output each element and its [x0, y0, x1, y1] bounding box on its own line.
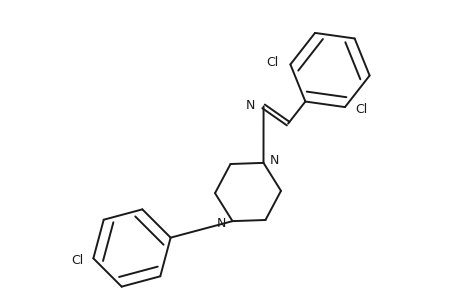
Text: N: N — [269, 154, 278, 167]
Text: Cl: Cl — [71, 254, 83, 267]
Text: Cl: Cl — [266, 56, 278, 69]
Text: N: N — [217, 217, 226, 230]
Text: Cl: Cl — [354, 103, 366, 116]
Text: N: N — [246, 99, 255, 112]
